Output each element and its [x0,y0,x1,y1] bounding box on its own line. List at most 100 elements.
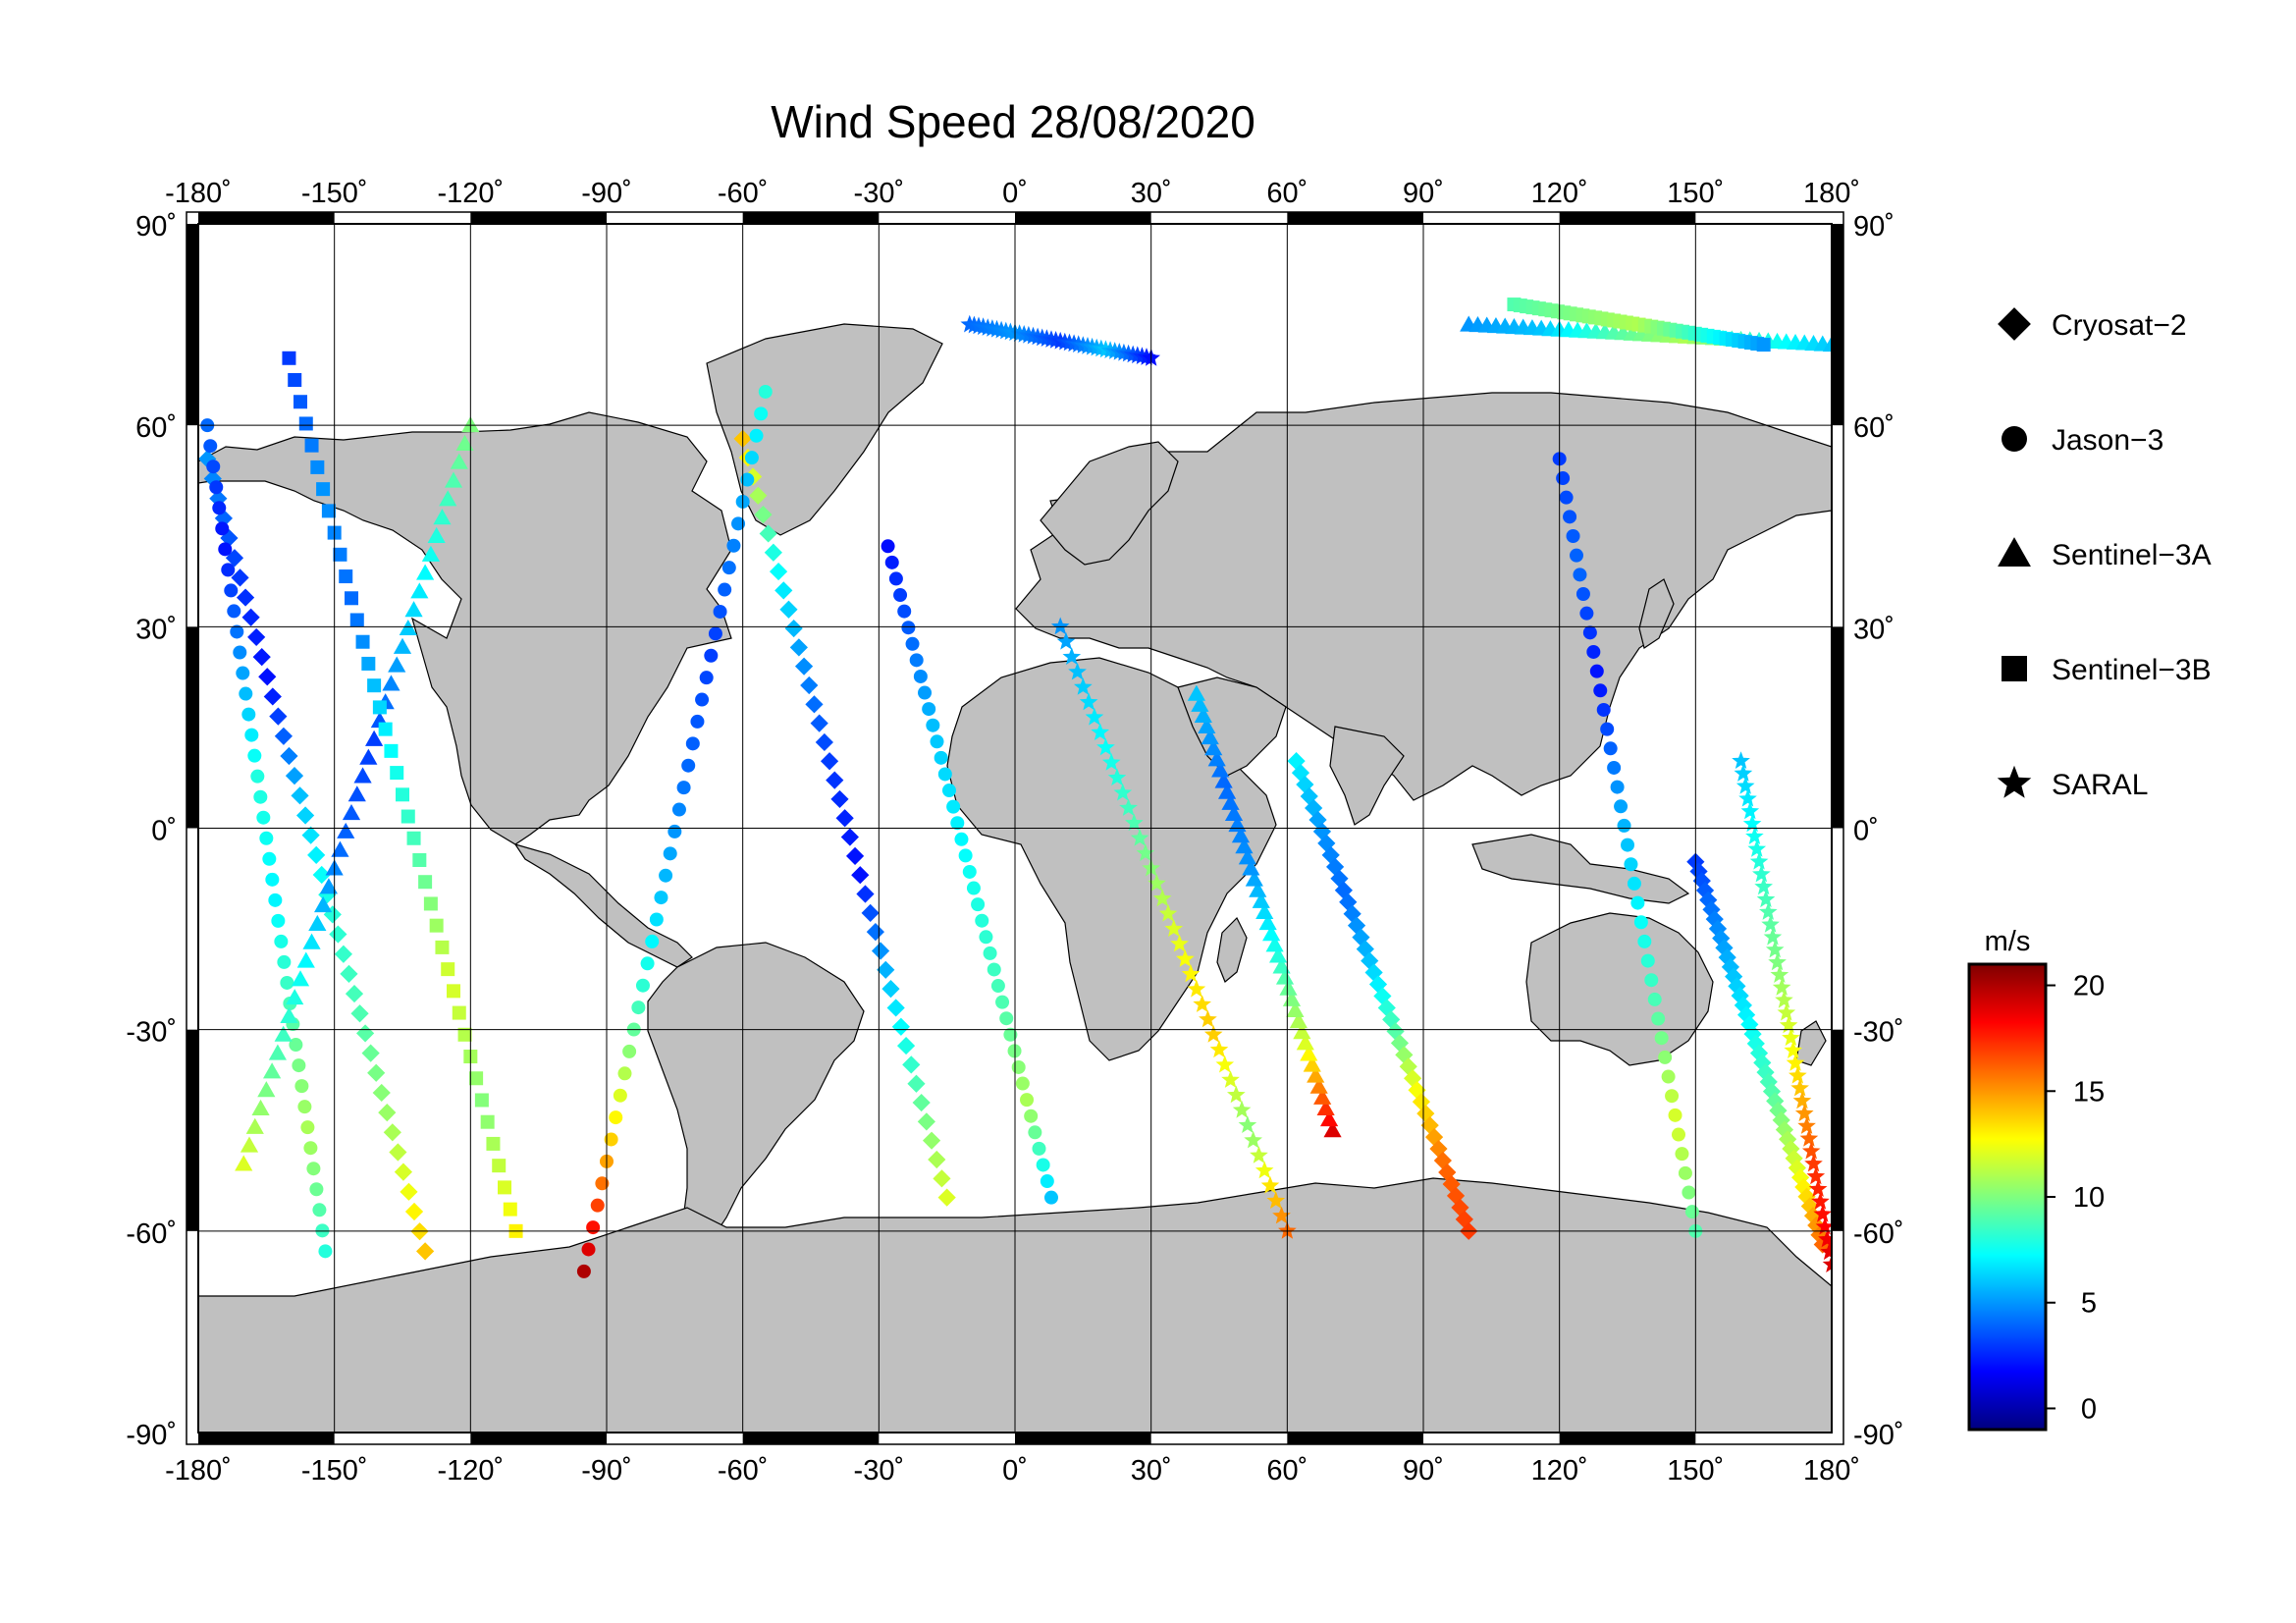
colorbar-gradient [1967,962,2048,1432]
track-point [361,1044,380,1062]
track-point [1684,1205,1699,1219]
track-point [282,351,296,365]
track-point [1665,1089,1680,1104]
track-point [946,799,961,814]
track-point [1235,838,1254,854]
lat-tick-right: 90˚ [1853,211,1895,243]
track-point [1309,1077,1328,1094]
lat-tick-left: 30˚ [135,614,177,645]
track-point [321,504,336,518]
lon-tick-top: -150˚ [301,178,368,209]
track-point [1079,692,1098,711]
legend-label: SARAL [2052,769,2148,801]
track-point [888,571,903,586]
track-point [1772,978,1791,996]
track-point [412,852,427,867]
track-point [1651,1011,1666,1026]
frame-band-top [470,212,607,224]
track-point [1806,1166,1826,1185]
lat-tick-left: -30˚ [126,1017,177,1049]
track-point [1738,788,1757,807]
track-point [1191,695,1209,712]
track-point [896,1036,916,1055]
track-point [1262,925,1281,942]
track-point [933,1169,951,1188]
track-point [699,671,714,685]
track-point [390,766,404,781]
track-point [474,1093,489,1108]
track-point [645,934,660,948]
track-point [754,406,769,421]
track-point [1091,723,1109,740]
track-point [250,769,265,784]
track-point [1119,798,1138,816]
track-point [302,933,321,949]
lon-tick-bottom: 30˚ [1131,1455,1172,1487]
frame-band-bottom [1015,1433,1151,1444]
track-point [586,1220,601,1235]
track-point [905,636,920,651]
track-point [1227,1085,1246,1104]
track-point [1621,838,1634,852]
track-point [999,1011,1014,1026]
track-point [1747,839,1767,857]
track-point [236,666,250,680]
track-point [418,875,433,890]
track-point [922,702,936,717]
track-point [1286,1001,1305,1018]
track-point [457,1027,472,1042]
track-point [1799,1129,1819,1147]
lat-tick-left: -90˚ [126,1420,177,1451]
track-point [355,634,370,649]
track-point [613,1088,627,1103]
track-point [252,648,271,667]
track-point [218,542,233,557]
frame-band-bottom [198,1433,335,1444]
track-point [1209,1040,1229,1058]
frame-band-top [1015,212,1151,224]
track-point [1763,927,1783,946]
track-point [447,984,460,999]
track-point [695,692,710,707]
track-point [1107,768,1127,786]
track-point [1085,707,1104,726]
track-point [930,734,944,749]
track-point [1661,1069,1676,1084]
track-point [1749,1044,1769,1062]
track-point [1187,684,1205,701]
track-point [1575,586,1590,601]
track-point [245,1117,264,1134]
track-point [340,964,358,984]
world-map [198,224,1832,1433]
track-point [909,653,924,668]
track-point [1250,1146,1268,1163]
colorbar-unit: m/s [1985,926,2031,957]
track-point [1596,702,1611,717]
track-point [941,784,956,798]
track-point [209,489,228,508]
track-point [1293,1023,1311,1040]
track-point [1211,761,1230,778]
track-point [622,1044,637,1058]
track-point [893,588,908,603]
track-point [958,848,973,863]
track-point [830,789,849,809]
track-point [423,896,438,911]
track-point [826,771,844,789]
track-point [1238,848,1256,865]
track-point [1148,874,1166,892]
track-point [1101,753,1121,771]
track-point [294,395,307,409]
track-point [1777,1002,1796,1021]
track-point [292,1058,306,1073]
track-point [367,678,382,693]
track-point [286,989,304,1005]
track-point [1749,851,1769,870]
track-point [262,851,277,866]
track-point [394,1163,413,1181]
track-point [1603,741,1618,756]
track-point [749,428,764,443]
lon-tick-top: -60˚ [718,178,769,209]
track-point [312,1203,327,1217]
